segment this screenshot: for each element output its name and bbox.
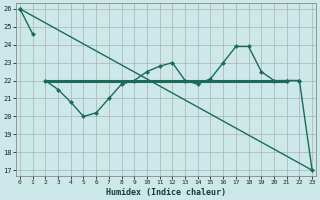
X-axis label: Humidex (Indice chaleur): Humidex (Indice chaleur) xyxy=(106,188,226,197)
